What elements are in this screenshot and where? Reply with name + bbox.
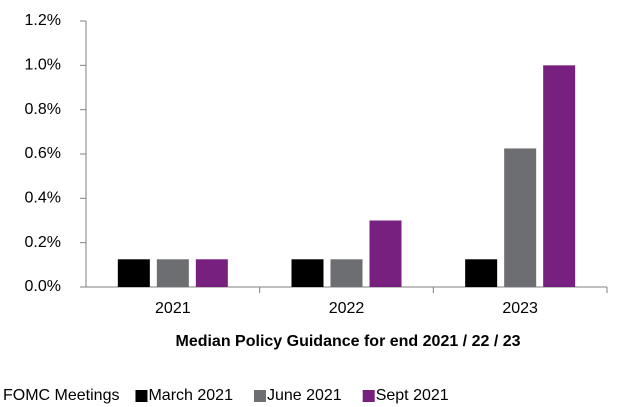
legend-label: June 2021 [267,387,342,404]
legend-swatch [135,390,148,402]
bar [195,259,228,287]
bar [369,220,402,287]
bar [117,259,150,287]
legend-swatch [253,390,266,402]
legend-title: FOMC Meetings [3,387,119,404]
y-tick-label: 0.6% [25,145,61,162]
bar [330,259,363,287]
y-tick-label: 0.8% [25,101,61,118]
x-axis-title: Median Policy Guidance for end 2021 / 22… [175,333,520,350]
bar [504,148,537,287]
x-tick-label: 2023 [502,300,538,317]
bar [291,259,324,287]
x-tick-label: 2022 [329,300,365,317]
bar [156,259,189,287]
legend-swatch [362,390,375,402]
legend-label: Sept 2021 [376,387,449,404]
x-tick-label: 2021 [155,300,191,317]
y-tick-label: 1.2% [25,12,61,29]
y-tick-label: 0.2% [25,234,61,251]
y-tick-label: 0.0% [25,278,61,295]
legend-label: March 2021 [148,387,233,404]
y-tick-label: 1.0% [25,57,61,74]
y-tick-label: 0.4% [25,190,61,207]
bar [465,259,498,287]
bar [543,65,576,287]
